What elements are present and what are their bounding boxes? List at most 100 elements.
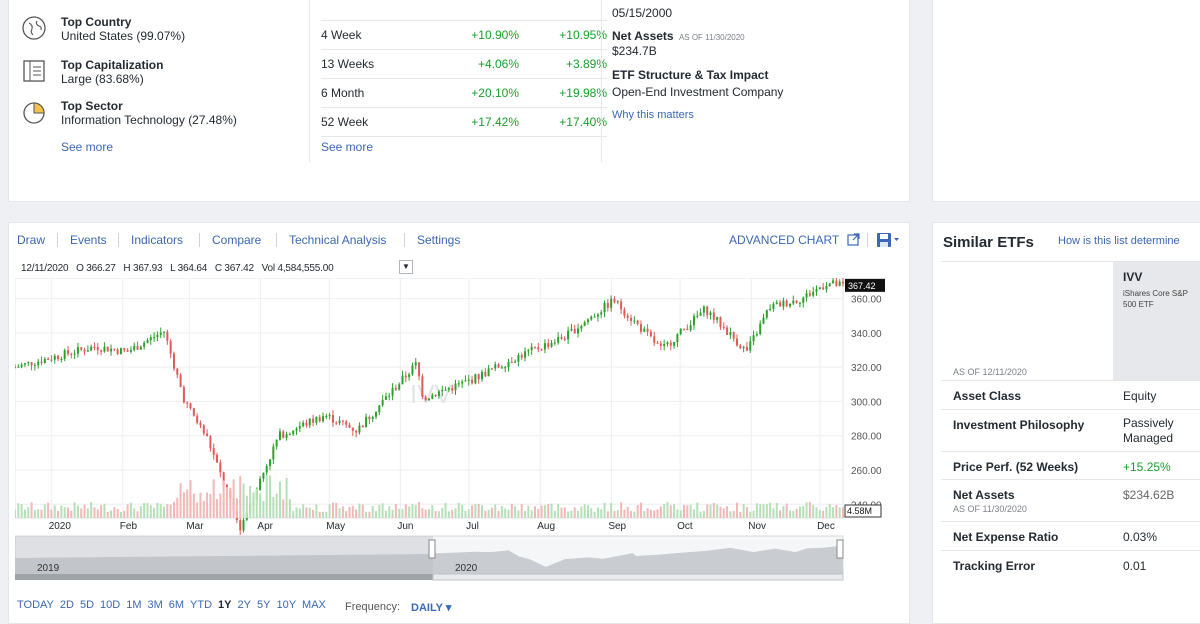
etf-ticker[interactable]: IVV — [1123, 270, 1143, 284]
volume-bar — [398, 508, 401, 518]
volume-bar — [341, 506, 344, 518]
price-candle — [666, 342, 669, 345]
range-10y[interactable]: 10Y — [276, 599, 297, 611]
price-candle — [196, 415, 199, 423]
toolbar-compare[interactable]: Compare — [212, 233, 262, 247]
volume-bar — [76, 505, 79, 518]
price-candle — [702, 306, 705, 313]
range-5y[interactable]: 5Y — [256, 599, 271, 611]
range-10d[interactable]: 10D — [100, 599, 121, 611]
volume-bar — [606, 511, 609, 518]
volume-bar — [391, 509, 394, 518]
why-this-matters-link[interactable]: Why this matters — [612, 109, 694, 121]
price-candle — [394, 388, 397, 390]
price-candle — [842, 281, 844, 284]
navigator-scrollbar-thumb[interactable] — [432, 573, 844, 581]
volume-bar — [378, 504, 381, 518]
volume-bar — [477, 503, 480, 518]
x-tick-label: Dec — [817, 521, 835, 532]
navigator-handle-left[interactable] — [428, 539, 436, 559]
price-candle — [305, 422, 308, 426]
toolbar-indicators[interactable]: Indicators — [131, 233, 184, 247]
price-candle — [66, 350, 69, 354]
how-list-determined-link[interactable]: How is this list determine — [1058, 235, 1180, 247]
volume-bar — [335, 502, 338, 518]
volume-bar — [832, 507, 835, 518]
volume-bar — [325, 511, 328, 518]
volume-bar — [328, 504, 331, 518]
volume-bar — [517, 510, 520, 518]
x-tick-label: May — [326, 521, 345, 532]
price-chart[interactable]: 2020FebMarAprMayJunJulAugSepOctNovDec240… — [15, 278, 905, 583]
price-candle — [805, 293, 808, 298]
volume-bar — [815, 507, 818, 518]
range-today[interactable]: TODAY — [17, 599, 54, 611]
price-candle — [646, 328, 649, 332]
range-2d[interactable]: 2D — [59, 599, 74, 611]
price-candle — [312, 418, 315, 423]
volume-bar — [471, 505, 474, 518]
perf-period-label: 13 Weeks — [321, 57, 375, 71]
top-country-row: Top Country United States (99.07%) — [21, 15, 185, 44]
navigator-handle-right[interactable] — [836, 539, 844, 559]
range-1y[interactable]: 1Y — [218, 599, 232, 611]
volume-bar — [533, 506, 536, 518]
price-candle — [139, 346, 142, 350]
performance-row-header — [321, 0, 607, 21]
volume-bar — [818, 510, 821, 518]
save-icon[interactable] — [876, 232, 900, 248]
toolbar-events[interactable]: Events — [70, 233, 107, 247]
price-candle — [169, 340, 172, 354]
volume-bar — [308, 507, 311, 518]
price-candle — [494, 364, 497, 369]
toolbar-draw[interactable]: Draw — [17, 233, 46, 247]
toolbar-settings[interactable]: Settings — [417, 233, 461, 247]
price-candle — [361, 425, 364, 428]
volume-bar — [278, 481, 281, 518]
range-2y[interactable]: 2Y — [237, 599, 251, 611]
price-candle — [474, 374, 477, 384]
volume-bar — [202, 500, 205, 518]
volume-bar — [616, 510, 619, 518]
etf-row-label: Net Expense Ratio — [953, 530, 1059, 544]
volume-bar — [338, 508, 341, 518]
price-candle — [100, 350, 103, 352]
performance-see-more-link[interactable]: See more — [321, 140, 374, 154]
range-6m[interactable]: 6M — [168, 599, 185, 611]
navigator-scrollbar-track[interactable] — [15, 574, 433, 580]
frequency-dropdown[interactable]: DAILY ▾ — [411, 601, 451, 614]
highlights-see-more-link[interactable]: See more — [61, 140, 114, 154]
volume-bar — [434, 511, 437, 518]
y-tick-label: 260.00 — [851, 466, 882, 477]
price-candle — [457, 383, 460, 385]
price-candle — [712, 312, 715, 320]
price-candle — [202, 425, 205, 434]
perf-value-nav: +19.98% — [559, 86, 607, 100]
price-candle — [53, 355, 56, 360]
price-candle — [686, 328, 689, 330]
volume-bar — [772, 508, 775, 518]
price-candle — [172, 353, 175, 369]
range-5d[interactable]: 5D — [79, 599, 95, 611]
volume-bar — [563, 507, 566, 518]
range-3m[interactable]: 3M — [147, 599, 163, 611]
toolbar-technical-analysis[interactable]: Technical Analysis — [289, 233, 387, 247]
price-candle — [70, 353, 73, 355]
volume-bar — [570, 510, 573, 518]
volume-bar — [172, 502, 175, 518]
price-candle — [553, 342, 556, 344]
range-ytd[interactable]: YTD — [190, 599, 213, 611]
etf-column-header[interactable]: IVV iShares Core S&P 500 ETF — [1113, 262, 1200, 380]
price-candle — [520, 355, 523, 358]
advanced-chart-link[interactable]: ADVANCED CHART — [729, 233, 840, 247]
range-1m[interactable]: 1M — [126, 599, 142, 611]
external-link-icon[interactable] — [847, 233, 860, 246]
range-max[interactable]: MAX — [302, 599, 326, 611]
ohlc-dropdown[interactable]: ▼ — [399, 260, 413, 274]
y-tick-label: 280.00 — [851, 432, 882, 443]
volume-bar — [100, 505, 103, 518]
volume-bar — [822, 510, 825, 518]
price-candle — [709, 312, 712, 315]
volume-bar — [153, 507, 156, 518]
fund-overview-panel: Top Country United States (99.07%) Top C… — [8, 0, 910, 202]
